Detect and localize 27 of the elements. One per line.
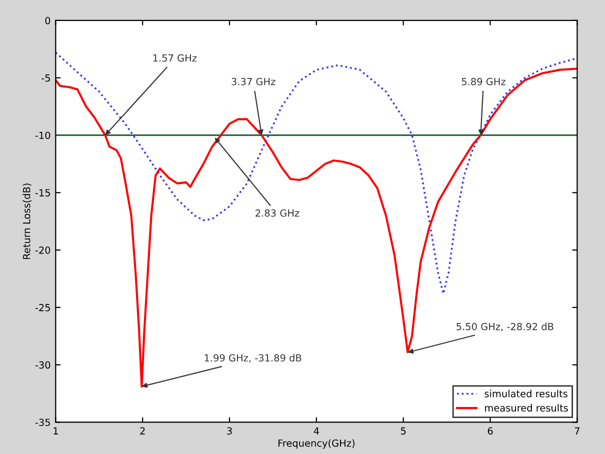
y-tick-label: -30	[35, 361, 50, 369]
line-series	[56, 52, 578, 295]
x-tick-label: 6	[488, 427, 493, 435]
annotation: 1.57 GHz	[153, 54, 197, 62]
line-series	[56, 68, 578, 388]
y-tick-label: -35	[35, 418, 50, 426]
y-axis-title: Return Loss(dB)	[22, 184, 32, 259]
y-tick-label: -25	[35, 304, 50, 312]
annotation: 5.89 GHz	[462, 78, 506, 86]
x-tick-label: 3	[227, 427, 232, 435]
y-tick-label: -10	[35, 132, 50, 140]
x-tick-label: 7	[574, 427, 580, 434]
x-tick-label: 1	[54, 427, 58, 434]
annotation: 5.50 GHz, -28.92 dB	[456, 322, 554, 332]
y-tick-label: -5	[42, 74, 50, 82]
y-tick-label: -20	[35, 246, 50, 254]
x-axis-title: Frequency(GHz)	[278, 439, 354, 449]
legend-label: measured results	[485, 404, 568, 412]
x-tick-label: 2	[140, 427, 145, 434]
x-tick-label: 5	[400, 427, 406, 435]
annotation: 2.83 GHz	[256, 209, 300, 217]
y-tick-label: -15	[35, 189, 50, 196]
x-tick-label: 4	[314, 427, 319, 434]
annotation: 1.99 GHz, -31.89 dB	[204, 354, 302, 363]
annotation: 3.37 GHz	[232, 78, 276, 86]
y-tick-label: 0	[45, 16, 50, 24]
legend-label: simulated results	[484, 390, 568, 398]
